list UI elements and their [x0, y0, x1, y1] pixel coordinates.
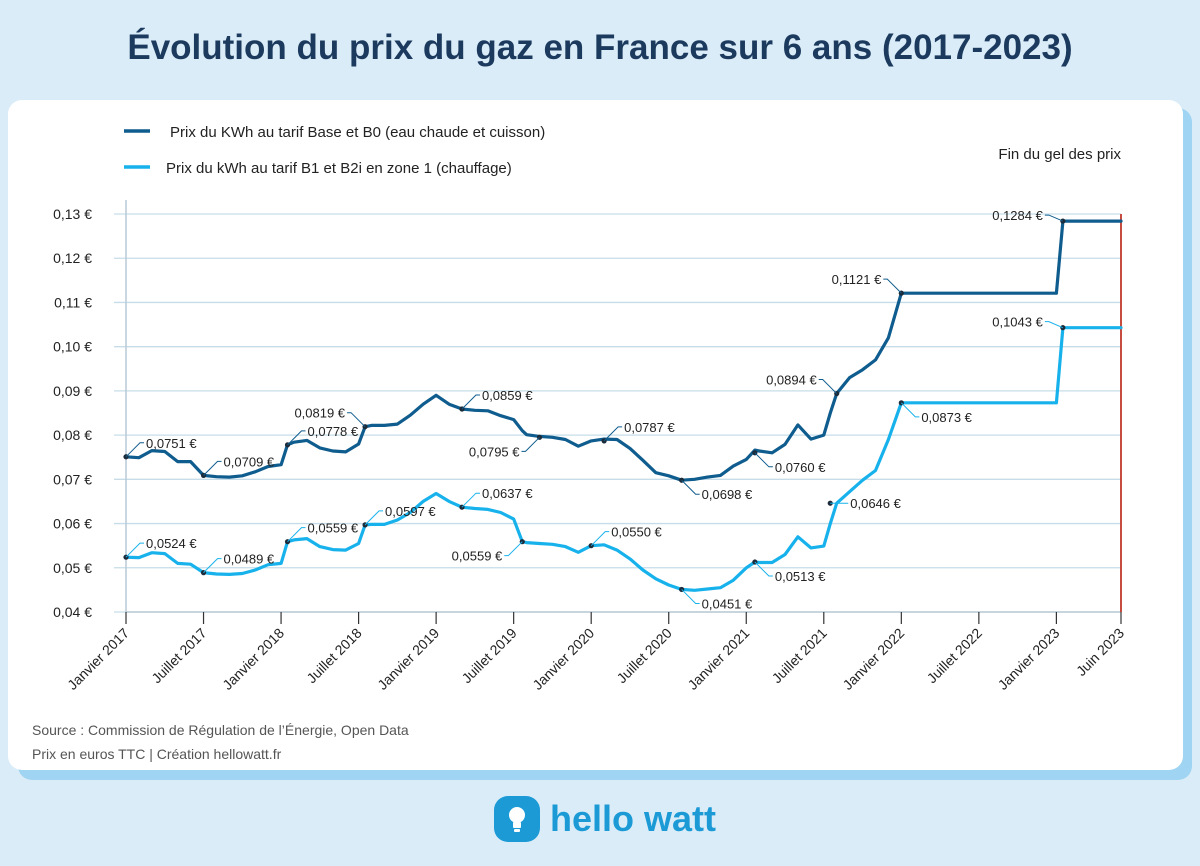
y-tick-label: 0,04 € [53, 604, 92, 620]
data-label: 0,0819 € [294, 406, 345, 421]
label-leader-line [504, 541, 523, 557]
legend: Prix du KWh au tarif Base et B0 (eau cha… [124, 124, 545, 177]
y-tick-label: 0,11 € [54, 294, 92, 310]
x-tick-label: Janvier 2018 [219, 625, 287, 693]
credit-note: Prix en euros TTC | Création hellowatt.f… [32, 746, 282, 762]
label-leader-line [900, 402, 920, 418]
data-label: 0,0778 € [308, 424, 359, 439]
page-title: Évolution du prix du gaz en France sur 6… [127, 28, 1073, 67]
label-leader-line [203, 558, 222, 573]
label-leader-line [681, 589, 700, 604]
legend-label: Prix du kWh au tarif B1 et B2i en zone 1… [166, 160, 512, 177]
data-label: 0,0524 € [146, 536, 197, 551]
x-tick-label: Juillet 2018 [303, 625, 365, 687]
y-tick-label: 0,10 € [53, 339, 92, 355]
y-tick-label: 0,06 € [53, 516, 92, 532]
label-leader-line [287, 430, 306, 446]
y-tick-label: 0,08 € [53, 427, 92, 443]
y-tick-label: 0,05 € [53, 560, 92, 576]
label-leader-line [347, 412, 366, 428]
x-tick-label: Janvier 2023 [995, 625, 1063, 693]
data-label: 0,0559 € [308, 521, 359, 536]
label-leader-line [364, 510, 384, 526]
data-label: 0,0698 € [702, 487, 753, 502]
series-line-base-b0 [124, 219, 1123, 482]
lightbulb-icon [494, 796, 540, 842]
data-label: 0,0760 € [775, 460, 826, 475]
data-label: 0,1284 € [992, 208, 1043, 223]
label-leader-line [818, 379, 838, 394]
y-tick-label: 0,09 € [53, 383, 92, 399]
series-line-b1-b2i [124, 326, 1123, 592]
label-leader-line [125, 442, 144, 458]
y-tick-label: 0,13 € [53, 206, 92, 222]
x-tick-label: Janvier 2019 [374, 625, 442, 693]
x-tick-label: Janvier 2021 [684, 625, 752, 693]
x-tick-label: Janvier 2022 [839, 625, 907, 693]
label-leader-line [681, 479, 700, 495]
x-tick-label: Juillet 2019 [458, 625, 520, 687]
legend-label: Prix du KWh au tarif Base et B0 (eau cha… [170, 124, 545, 141]
label-leader-line [603, 426, 623, 442]
y-tick-label: 0,12 € [53, 250, 92, 266]
data-label: 0,0787 € [624, 420, 675, 435]
gridlines [114, 213, 1121, 613]
x-tick-label: Juin 2023 [1073, 625, 1127, 679]
data-label: 0,0894 € [766, 373, 817, 388]
source-note: Source : Commission de Régulation de l’É… [32, 722, 409, 738]
label-leader-line [754, 452, 773, 468]
label-leader-line [287, 527, 306, 543]
x-tick-label: Juillet 2017 [148, 625, 210, 687]
data-label: 0,0873 € [921, 410, 972, 425]
label-leader-line [1044, 214, 1064, 222]
data-label: 0,0646 € [850, 496, 901, 511]
x-tick-label: Juillet 2022 [924, 625, 986, 687]
data-label: 0,0513 € [775, 569, 826, 584]
data-label: 0,1043 € [992, 315, 1043, 330]
data-labels: 0,0751 € 0,0709 € 0,0778 € 0,0819 € 0,0859 €… [123, 208, 1066, 611]
label-leader-line [125, 542, 144, 558]
x-tick-label: Juillet 2020 [613, 625, 675, 687]
label-leader-line [521, 436, 540, 452]
series-lines [124, 219, 1123, 592]
data-label: 0,0489 € [224, 552, 275, 567]
label-leader-line [590, 531, 610, 547]
label-leader-line [1044, 321, 1064, 329]
price-freeze-end-label: Fin du gel des prix [998, 146, 1121, 163]
data-label: 0,0597 € [385, 504, 436, 519]
brand-name: hello watt [550, 798, 717, 839]
x-tick-label: Janvier 2017 [64, 625, 132, 693]
data-label: 0,0751 € [146, 436, 197, 451]
label-leader-line [461, 492, 480, 508]
data-label: 0,0550 € [611, 525, 662, 540]
label-leader-line [883, 278, 902, 294]
data-label: 0,1121 € [832, 272, 882, 287]
data-label: 0,0795 € [469, 444, 520, 459]
data-label: 0,0709 € [224, 454, 275, 469]
label-leader-line [203, 460, 222, 476]
y-tick-label: 0,07 € [53, 471, 92, 487]
x-tick-label: Juillet 2021 [769, 625, 831, 687]
data-label: 0,0559 € [452, 549, 503, 564]
x-tick-label: Janvier 2020 [529, 625, 597, 693]
data-label: 0,0637 € [482, 486, 533, 501]
data-label: 0,0859 € [482, 388, 533, 403]
brand-logo: hello watt [494, 796, 716, 842]
label-leader-line [754, 561, 773, 577]
data-label: 0,0451 € [702, 596, 753, 611]
label-leader-line [461, 394, 480, 410]
